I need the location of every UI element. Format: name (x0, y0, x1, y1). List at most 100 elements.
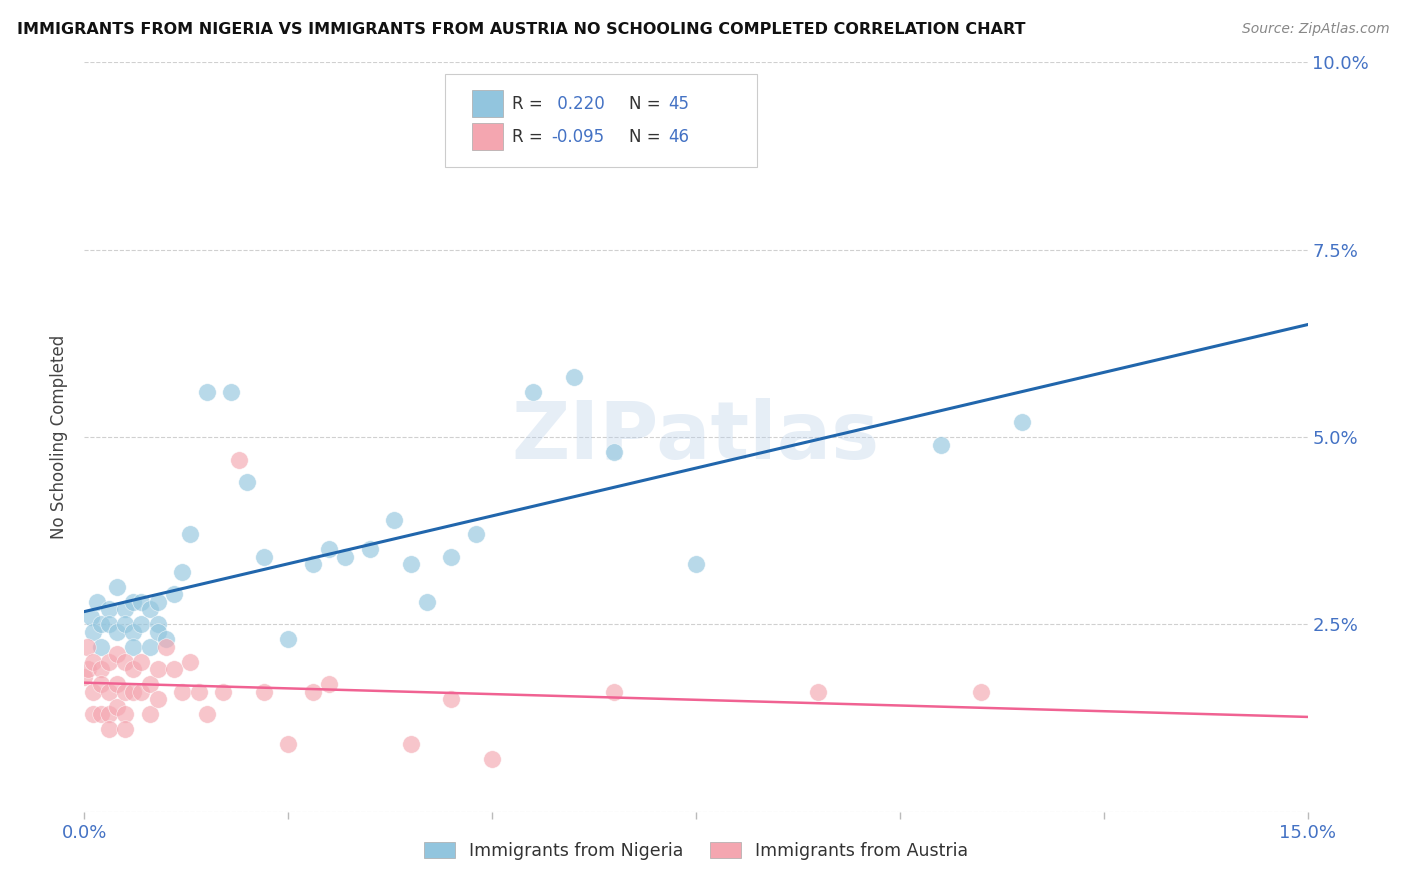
Point (807, 685, 830, 699)
Point (105, 648, 128, 662)
Point (122, 624, 145, 639)
Point (163, 587, 186, 601)
Point (253, 685, 276, 699)
Point (82, 655, 104, 669)
Point (146, 662, 169, 676)
Legend: Immigrants from Nigeria, Immigrants from Austria: Immigrants from Nigeria, Immigrants from… (418, 835, 974, 867)
Point (603, 685, 626, 699)
Point (114, 602, 136, 616)
Point (114, 617, 136, 632)
Point (97, 655, 120, 669)
Point (179, 527, 201, 541)
Point (155, 640, 177, 654)
Point (301, 685, 323, 699)
Point (105, 624, 128, 639)
Point (90, 640, 112, 654)
Text: R =: R = (513, 95, 548, 112)
Text: N =: N = (628, 95, 665, 112)
Point (90, 617, 112, 632)
Point (73, 670, 96, 684)
Text: Source: ZipAtlas.com: Source: ZipAtlas.com (1241, 22, 1389, 37)
Point (318, 542, 340, 557)
Point (212, 685, 235, 699)
Point (146, 692, 169, 706)
Point (172, 685, 194, 699)
Point (187, 685, 209, 699)
Point (114, 685, 136, 699)
Point (114, 707, 136, 722)
Point (138, 707, 160, 722)
FancyBboxPatch shape (472, 90, 503, 117)
Point (76, 640, 98, 654)
Point (440, 549, 463, 564)
Point (146, 624, 169, 639)
Point (603, 445, 626, 459)
Point (318, 677, 340, 691)
Point (82, 685, 104, 699)
Point (172, 565, 194, 579)
Point (131, 617, 153, 632)
Point (122, 662, 145, 676)
Point (929, 437, 952, 451)
Point (399, 737, 422, 751)
Point (522, 385, 544, 400)
Point (97, 707, 120, 722)
Text: 0.220: 0.220 (551, 95, 605, 112)
Point (335, 549, 357, 564)
Point (82, 707, 104, 722)
Point (90, 677, 112, 691)
Point (138, 640, 160, 654)
Y-axis label: No Schooling Completed: No Schooling Completed (51, 335, 69, 539)
Point (105, 677, 128, 691)
Point (179, 655, 201, 669)
Point (86, 595, 108, 609)
Point (146, 595, 169, 609)
Point (195, 385, 218, 400)
Point (114, 655, 136, 669)
Point (77, 662, 100, 676)
Point (163, 662, 186, 676)
Point (138, 602, 160, 616)
Text: N =: N = (628, 128, 665, 145)
Point (146, 617, 169, 632)
Point (277, 632, 299, 647)
Text: 46: 46 (668, 128, 689, 145)
Point (114, 723, 136, 737)
Point (97, 602, 120, 616)
Point (122, 640, 145, 654)
Point (82, 624, 104, 639)
Point (464, 527, 486, 541)
Point (301, 558, 323, 572)
Point (105, 699, 128, 714)
Point (122, 685, 145, 699)
Text: R =: R = (513, 128, 548, 145)
Text: ZIPatlas: ZIPatlas (512, 398, 880, 476)
Point (138, 677, 160, 691)
Point (685, 558, 707, 572)
Point (122, 595, 145, 609)
Point (80, 610, 103, 624)
Point (228, 452, 250, 467)
Point (97, 723, 120, 737)
Text: 45: 45 (668, 95, 689, 112)
FancyBboxPatch shape (472, 123, 503, 150)
Point (155, 632, 177, 647)
Point (97, 685, 120, 699)
Point (253, 549, 276, 564)
Point (97, 617, 120, 632)
Point (195, 707, 218, 722)
Point (970, 685, 993, 699)
Point (236, 475, 259, 489)
Point (359, 542, 381, 557)
Point (481, 752, 503, 766)
Point (105, 580, 128, 594)
Point (416, 595, 439, 609)
Point (440, 692, 463, 706)
Point (1011, 415, 1033, 429)
Point (219, 385, 242, 400)
Point (277, 737, 299, 751)
Point (562, 370, 585, 384)
Point (131, 685, 153, 699)
Point (399, 558, 422, 572)
Point (131, 595, 153, 609)
